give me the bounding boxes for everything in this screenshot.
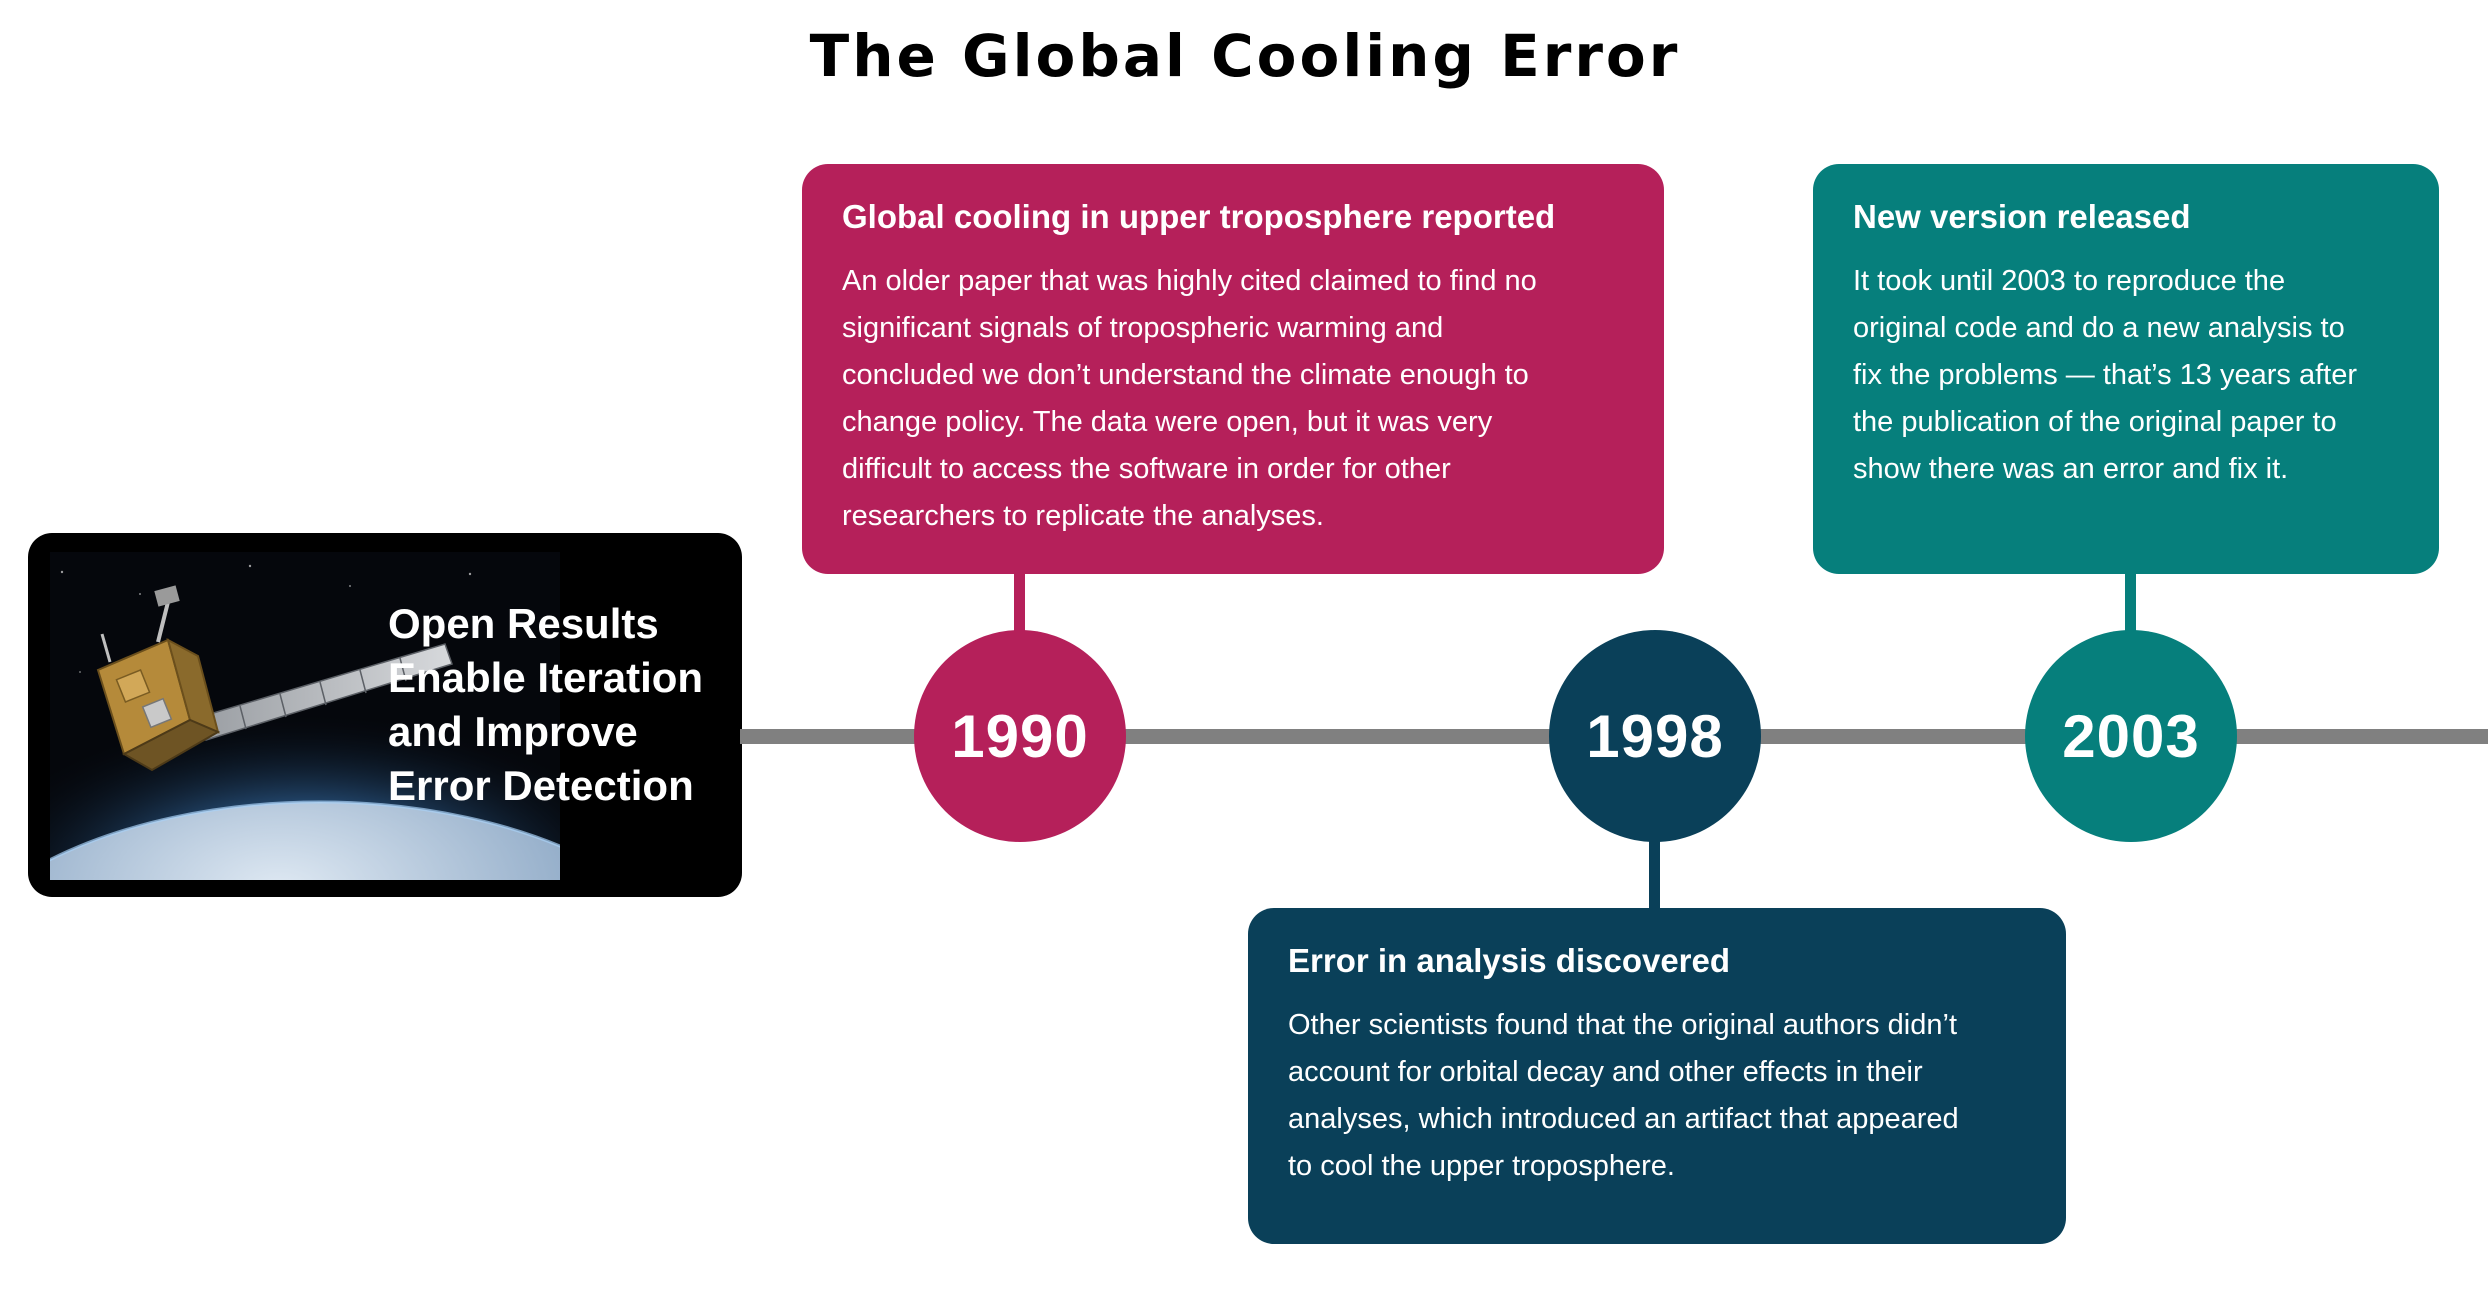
connector-1990 xyxy=(1014,570,1025,634)
intro-headline-line: and Improve xyxy=(388,708,638,755)
event-title: Global cooling in upper troposphere repo… xyxy=(842,198,1556,235)
event-text-line: change policy. The data were open, but i… xyxy=(842,406,1493,438)
intro-headline: Open Results Enable Iteration and Improv… xyxy=(388,597,728,813)
event-text-line: to cool the upper troposphere. xyxy=(1288,1150,1675,1182)
event-text-line: difficult to access the software in orde… xyxy=(842,453,1451,485)
diagram-title: The Global Cooling Error xyxy=(809,22,1681,90)
event-title: Error in analysis discovered xyxy=(1288,942,1731,979)
event-description: It took until 2003 to reproduce the orig… xyxy=(1853,258,2399,493)
event-text-line: researchers to replicate the analyses. xyxy=(842,500,1324,532)
intro-headline-line: Enable Iteration xyxy=(388,654,704,701)
event-box-2003: New version released It took until 2003 … xyxy=(1813,164,2439,574)
event-title: New version released xyxy=(1853,198,2191,235)
intro-card: Open Results Enable Iteration and Improv… xyxy=(28,533,742,897)
event-text-line: significant signals of tropospheric warm… xyxy=(842,312,1444,344)
year-circle-1990: 1990 xyxy=(914,630,1126,842)
event-text-line: the publication of the original paper to xyxy=(1853,406,2337,438)
event-text-line: account for orbital decay and other effe… xyxy=(1288,1056,1923,1088)
event-text-line: It took until 2003 to reproduce the xyxy=(1853,265,2286,297)
event-description: An older paper that was highly cited cla… xyxy=(842,258,1624,540)
event-text-line: analyses, which introduced an artifact t… xyxy=(1288,1103,1959,1135)
event-text-line: show there was an error and fix it. xyxy=(1853,453,2289,485)
connector-2003 xyxy=(2125,570,2136,634)
event-box-1998: Error in analysis discovered Other scien… xyxy=(1248,908,2066,1244)
intro-headline-line: Open Results xyxy=(388,600,659,647)
connector-1998 xyxy=(1649,838,1660,910)
event-text-line: Other scientists found that the original… xyxy=(1288,1009,1957,1041)
satellite-over-earth-image xyxy=(50,552,560,880)
event-description: Other scientists found that the original… xyxy=(1288,1002,2026,1190)
year-circle-1998: 1998 xyxy=(1549,630,1761,842)
event-box-1990: Global cooling in upper troposphere repo… xyxy=(802,164,1664,574)
intro-headline-line: Error Detection xyxy=(388,762,694,809)
event-text-line: original code and do a new analysis to xyxy=(1853,312,2345,344)
event-text-line: An older paper that was highly cited cla… xyxy=(842,265,1537,297)
year-circle-2003: 2003 xyxy=(2025,630,2237,842)
event-text-line: concluded we don’t understand the climat… xyxy=(842,359,1529,391)
event-text-line: fix the problems — that’s 13 years after xyxy=(1853,359,2357,391)
